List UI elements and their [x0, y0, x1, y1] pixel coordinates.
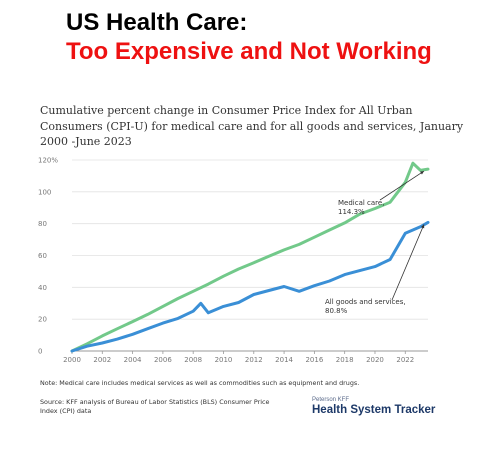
chart-source: Source: KFF analysis of Bureau of Labor … [40, 398, 270, 415]
chart-note: Note: Medical care includes medical serv… [40, 379, 360, 387]
series-end-label: 114.3% [338, 208, 365, 216]
brand-logo-text: Health System Tracker [312, 404, 436, 416]
y-tick-label: 80 [38, 220, 47, 228]
x-tick-label: 2018 [336, 356, 354, 364]
x-tick-label: 2016 [305, 356, 323, 364]
x-tick-label: 2014 [275, 356, 293, 364]
arrowhead-icon [420, 224, 425, 229]
slide-title: US Health Care: [66, 9, 248, 36]
y-tick-label: 0 [38, 348, 42, 356]
brand-org: Peterson KFF [312, 397, 350, 403]
x-tick-label: 2020 [366, 356, 384, 364]
annotation-arrow [391, 224, 425, 301]
y-tick-label: 100 [38, 188, 51, 196]
slide-subtitle: Too Expensive and Not Working [66, 38, 432, 65]
y-tick-label: 40 [38, 284, 47, 292]
series-line-all-goods [70, 220, 430, 353]
series-end-label: 80.8% [325, 307, 348, 315]
x-tick-label: 2010 [215, 356, 233, 364]
x-tick-label: 2012 [245, 356, 263, 364]
x-tick-label: 2006 [154, 356, 172, 364]
y-tick-label: 60 [38, 252, 47, 260]
series-end-label: Medical care, [338, 199, 384, 207]
x-tick-label: 2002 [93, 356, 111, 364]
x-tick-label: 2008 [184, 356, 202, 364]
x-tick-label: 2004 [124, 356, 142, 364]
arrowhead-icon [420, 171, 424, 175]
series-end-label: All goods and services, [325, 298, 406, 306]
y-tick-label: 20 [38, 316, 47, 324]
y-tick-label: 120% [38, 157, 58, 165]
annotation-arrow [379, 170, 425, 201]
series-line-medical-care [70, 161, 430, 353]
x-tick-label: 2000 [63, 356, 81, 364]
x-tick-label: 2022 [396, 356, 414, 364]
chart-title: Cumulative percent change in Consumer Pr… [40, 104, 464, 148]
